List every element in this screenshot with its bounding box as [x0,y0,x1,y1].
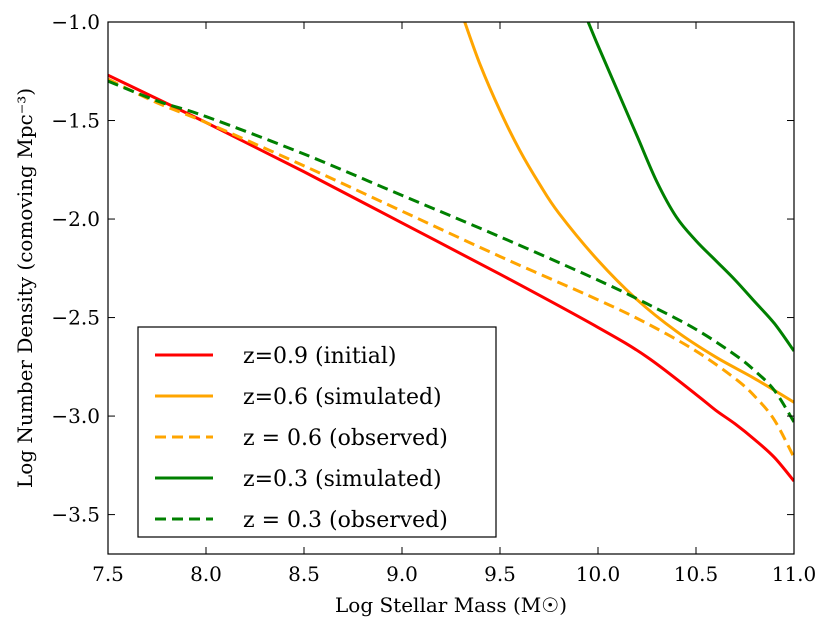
y-tick-label: −2.5 [51,306,100,330]
legend-box [137,326,497,538]
x-tick-label: 9.0 [386,562,418,586]
y-tick-label: −3.5 [51,503,100,527]
x-tick-label: 8.0 [190,562,222,586]
x-tick-label: 7.5 [92,562,124,586]
legend: z=0.9 (initial) z=0.6 (simulated) z = 0.6 … [137,326,497,538]
legend-label-z-0-6-observed: z = 0.6 (observed) [243,426,448,451]
series-line-z-0-3-observed [108,79,794,423]
series-layer [108,22,794,483]
ticks-layer: 7.5 8.0 8.5 9.0 9.5 10.0 10.5 11.0 −1.0 −1.5 −2.0 −… [51,10,816,586]
x-axis-title: Log Stellar Mass (M☉) [335,593,567,617]
y-tick-label: −1.0 [51,10,100,34]
plot-frame [107,21,795,555]
series-line-z-0-6-observed [108,77,794,459]
series-line-z-0-3-simulated [586,22,794,352]
x-tick-label: 11.0 [772,562,817,586]
y-tick-label: −2.0 [51,207,100,231]
series-line-z-0-9-initial [108,73,794,483]
x-tick-label: 8.5 [288,562,320,586]
legend-label-z-0-3-observed: z = 0.3 (observed) [243,508,448,533]
x-tick-label: 10.5 [674,562,719,586]
y-axis-title: Log Number Density (comoving Mpc⁻³) [13,88,37,488]
y-tick-label: −1.5 [51,109,100,133]
legend-label-z-0-6-simulated: z=0.6 (simulated) [243,385,442,410]
y-tick-label: −3.0 [51,404,100,428]
legend-label-z-0-9-initial: z=0.9 (initial) [243,344,396,369]
x-tick-label: 9.5 [484,562,516,586]
series-line-z-0-6-simulated [463,22,794,404]
x-tick-label: 10.0 [576,562,621,586]
legend-label-z-0-3-simulated: z=0.3 (simulated) [243,467,442,492]
